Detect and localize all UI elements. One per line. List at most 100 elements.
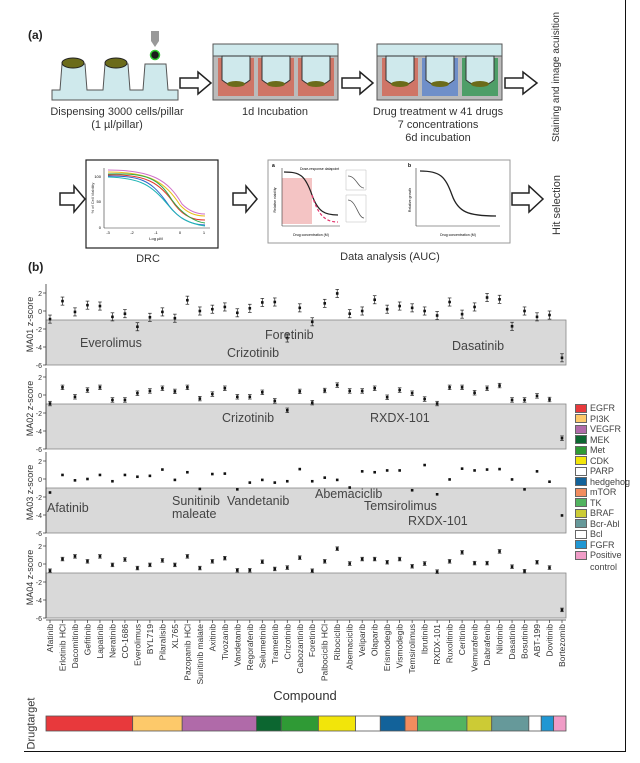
- data-point: [148, 389, 152, 393]
- pillar-plate-illustration: [51, 31, 179, 101]
- legend-swatch: [575, 529, 587, 539]
- y-axis-label: MA01 z-score: [25, 297, 35, 353]
- arrow-icon: [59, 183, 86, 215]
- data-point: [273, 481, 277, 484]
- hit-annotation: Vandetanib: [227, 494, 289, 508]
- data-point: [98, 386, 102, 389]
- x-tick-label: Dovitinib: [545, 624, 555, 657]
- data-point: [223, 472, 227, 475]
- data-point: [123, 473, 127, 477]
- data-point: [473, 305, 476, 309]
- legend-item: CDK: [575, 456, 609, 466]
- data-point: [485, 468, 489, 471]
- data-point: [48, 491, 52, 494]
- data-point: [448, 478, 451, 481]
- data-point: [248, 481, 252, 484]
- legend-swatch: [575, 435, 587, 444]
- data-point: [211, 560, 214, 563]
- data-point: [260, 391, 264, 394]
- y-tick-label: -4: [36, 513, 42, 520]
- y-tick-label: -2: [36, 580, 42, 587]
- data-point: [398, 469, 401, 472]
- drug-target-segment-pi3k: [132, 715, 183, 732]
- y-tick-label: -6: [36, 363, 42, 370]
- data-point: [410, 488, 414, 492]
- data-point: [73, 479, 77, 482]
- data-point: [323, 389, 327, 392]
- y-tick-label: -4: [36, 429, 42, 436]
- legend-label: Met: [590, 445, 606, 455]
- legend-label: hedgehog: [590, 476, 631, 487]
- legend-swatch: [575, 456, 587, 465]
- legend-swatch: [575, 424, 587, 434]
- legend-item: MEK: [575, 435, 610, 445]
- drug-target-segment-bcl: [528, 715, 542, 732]
- legend-label: VEGFR: [590, 424, 622, 434]
- y-axis-label: MA04 z-score: [25, 550, 35, 606]
- data-point: [398, 557, 401, 561]
- x-tick-label: Cabozantinib: [295, 624, 305, 674]
- data-point: [460, 551, 464, 554]
- legend-swatch: [575, 445, 587, 455]
- data-point: [310, 401, 314, 404]
- x-tick-label: Pilaralisib: [157, 624, 167, 661]
- y-tick-label: -4: [36, 598, 42, 605]
- dispenser-nozzle-icon: [151, 31, 159, 41]
- data-point: [535, 394, 539, 398]
- data-point: [48, 569, 52, 573]
- legend-item: VEGFR: [575, 424, 621, 434]
- data-point: [385, 560, 389, 564]
- x-tick-label: Trametinib: [270, 624, 280, 664]
- arrow-icon: [179, 70, 213, 96]
- x-tick-label: Ribociclib: [332, 624, 342, 661]
- legend-label: FGFR: [590, 539, 615, 550]
- data-point: [173, 563, 177, 567]
- drc-ytick: 0: [99, 225, 102, 230]
- x-tick-label: Afatinib: [45, 624, 55, 653]
- data-point: [335, 547, 339, 550]
- data-point: [186, 470, 189, 474]
- x-tick-label: Sunitinib malate: [195, 624, 205, 685]
- data-point: [136, 566, 139, 570]
- data-point: [136, 325, 139, 329]
- legend-label: PI3K: [590, 413, 610, 424]
- data-point: [548, 480, 551, 483]
- y-tick-label: -4: [36, 345, 42, 352]
- data-point: [348, 486, 352, 489]
- data-point: [273, 567, 277, 571]
- step3-caption-line3: 6d incubation: [405, 132, 471, 144]
- data-point: [373, 298, 376, 302]
- data-point: [86, 388, 89, 392]
- x-tick-label: ABT-199: [532, 624, 542, 657]
- hit-annotation: Sunitinib: [172, 494, 220, 508]
- data-point: [435, 402, 439, 405]
- data-point: [98, 304, 102, 308]
- hit-annotation: Abemaciclib: [315, 487, 382, 501]
- data-point: [298, 467, 302, 471]
- data-point: [248, 395, 252, 399]
- drug-target-segment-met: [280, 715, 319, 732]
- data-point: [61, 473, 64, 477]
- data-point: [548, 398, 551, 401]
- hit-annotation: Dasatinib: [452, 339, 504, 353]
- drug-treatment-plate-illustration: [376, 43, 503, 101]
- legend-item: EGFR: [575, 403, 615, 413]
- data-point: [360, 309, 364, 313]
- data-point: [198, 566, 202, 570]
- shaded-region: [45, 319, 567, 366]
- y-tick-label: 2: [38, 459, 42, 466]
- data-point: [448, 560, 451, 563]
- data-point: [385, 307, 389, 311]
- data-point: [198, 487, 202, 491]
- drug-target-segment-vegfr: [181, 715, 257, 732]
- legend-item: Positive: [575, 550, 622, 560]
- data-point: [423, 397, 426, 401]
- data-point: [398, 304, 401, 308]
- y-tick-label: -6: [36, 616, 42, 623]
- drug-target-segment-tk: [417, 715, 468, 732]
- data-point: [173, 316, 177, 320]
- data-point: [186, 298, 189, 302]
- data-point: [161, 310, 164, 314]
- data-point: [373, 386, 376, 390]
- frame-bottom-border: [24, 751, 626, 752]
